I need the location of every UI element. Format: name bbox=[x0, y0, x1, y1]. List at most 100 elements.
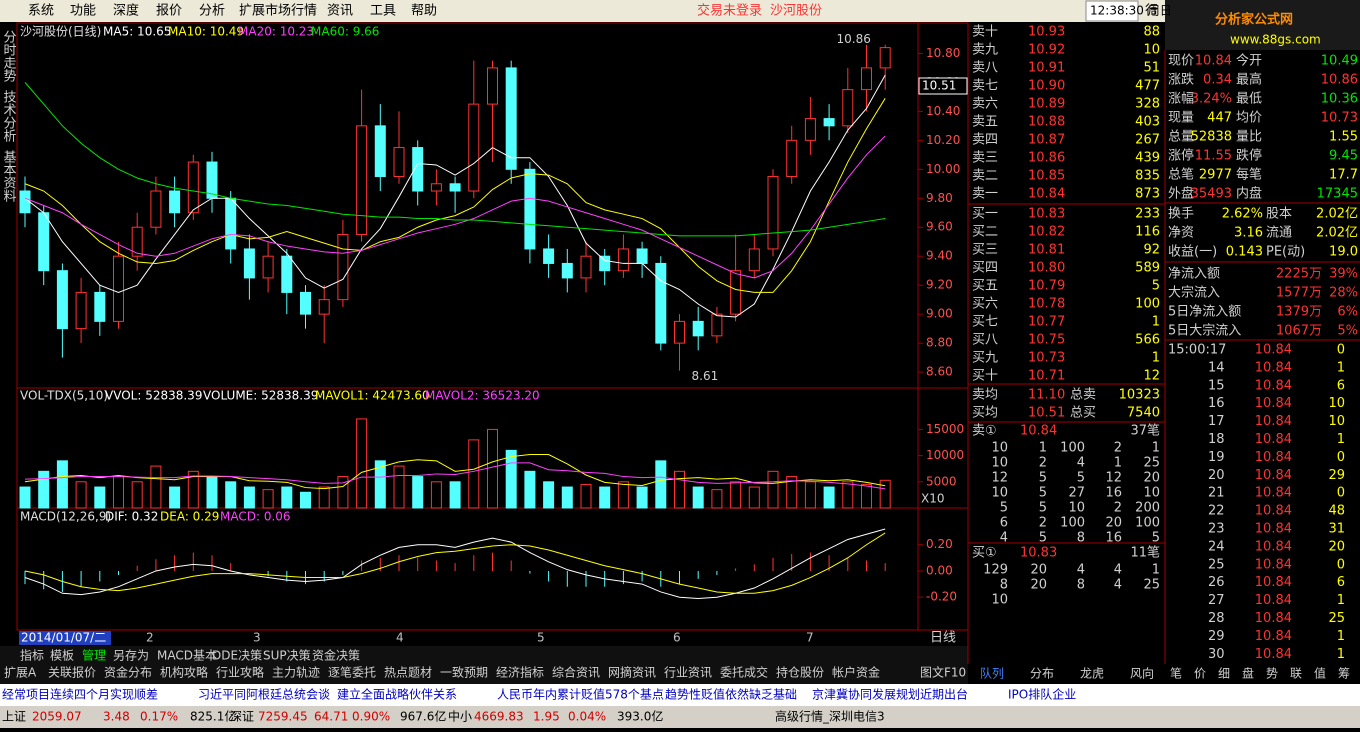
tool-tab[interactable]: DDE决策 bbox=[212, 649, 262, 663]
book-tab[interactable]: 风向 bbox=[1130, 666, 1154, 681]
stat-label: 每笔 bbox=[1236, 167, 1262, 183]
detail-tab[interactable]: 势 bbox=[1266, 667, 1278, 681]
clock-box bbox=[1085, 0, 1139, 22]
side-tab[interactable]: 技术分析 bbox=[1, 90, 17, 142]
tick-price: 10.84 bbox=[1255, 575, 1292, 590]
quote-button[interactable]: 行 bbox=[1145, 4, 1158, 19]
bid-price: 10.75 bbox=[1028, 333, 1065, 348]
news-bar bbox=[0, 684, 1360, 706]
detail-tab[interactable]: 笔 bbox=[1170, 666, 1182, 681]
bottom-tab[interactable]: 行业资讯 bbox=[664, 666, 712, 680]
news-item[interactable]: 经常项目连续四个月实现顺差 bbox=[2, 687, 158, 702]
tick-volume: 48 bbox=[1328, 504, 1345, 519]
menu-item[interactable]: 资讯 bbox=[327, 4, 353, 19]
tool-tab[interactable]: SUP决策 bbox=[263, 649, 311, 663]
volume-multiplier: X10 bbox=[921, 492, 945, 506]
trade-status[interactable]: 交易未登录 bbox=[697, 3, 762, 19]
tick-time: 23 bbox=[1208, 522, 1225, 537]
candle-body bbox=[561, 262, 573, 279]
bottom-tab[interactable]: 综合资讯 bbox=[552, 665, 600, 680]
menu-item[interactable]: 深度 bbox=[113, 3, 139, 19]
menu-item[interactable]: 功能 bbox=[70, 4, 96, 19]
y-tick-label: 9.00 bbox=[926, 307, 953, 321]
index-field: 0.04% bbox=[568, 710, 606, 724]
news-item[interactable]: 建立全面战略伙伴关系 bbox=[337, 687, 457, 702]
stat-label: 换手 bbox=[1168, 207, 1194, 222]
ask-label: 卖一 bbox=[972, 187, 998, 202]
menu-item[interactable]: 扩展市场行情 bbox=[239, 3, 317, 19]
bottom-tab[interactable]: 一致预期 bbox=[440, 666, 488, 680]
news-item[interactable]: 人民币年内累计贬值578个基点 bbox=[497, 687, 664, 702]
stat-label: 涨幅 bbox=[1168, 92, 1194, 107]
tick-price: 10.84 bbox=[1255, 486, 1292, 501]
queue-order: 100 bbox=[1060, 516, 1085, 531]
menu-item[interactable]: 分析 bbox=[199, 4, 225, 19]
bottom-tab[interactable]: 行业攻略 bbox=[216, 665, 264, 680]
queue-order: 5 bbox=[1039, 531, 1047, 546]
bottom-tab[interactable]: 委托成交 bbox=[720, 665, 768, 680]
book-tab[interactable]: 分布 bbox=[1030, 667, 1054, 681]
volume-bar bbox=[524, 470, 536, 509]
tool-tab[interactable]: 模板 bbox=[50, 649, 74, 663]
bottom-tab[interactable]: 关联报价 bbox=[48, 665, 96, 680]
bottom-tab[interactable]: 帐户资金 bbox=[832, 665, 880, 680]
period[interactable]: 日线 bbox=[930, 631, 956, 646]
book-tab[interactable]: 龙虎 bbox=[1080, 667, 1104, 681]
volume-bar bbox=[730, 481, 742, 509]
book-tab[interactable]: 队列 bbox=[980, 666, 1004, 681]
bid-price: 10.77 bbox=[1028, 315, 1065, 330]
bid-label: 买一 bbox=[972, 207, 998, 222]
panel-header: DIF: 0.32 bbox=[105, 510, 158, 524]
tick-time: 16 bbox=[1208, 396, 1225, 411]
bid-price: 10.81 bbox=[1028, 243, 1065, 258]
flow-percent: 39% bbox=[1329, 267, 1358, 282]
tool-tab[interactable]: 管理 bbox=[82, 648, 106, 663]
bottom-tab[interactable]: 资金分布 bbox=[104, 665, 152, 680]
menu-item[interactable]: 工具 bbox=[370, 4, 396, 19]
detail-tab[interactable]: 盘 bbox=[1242, 666, 1254, 681]
logo-title: 分析家公式网 bbox=[1215, 12, 1293, 28]
bottom-tab[interactable]: 热点题材 bbox=[384, 666, 432, 680]
menu-item[interactable]: 报价 bbox=[156, 4, 182, 19]
volume-bar bbox=[412, 476, 424, 509]
summary-volume: 7540 bbox=[1127, 406, 1160, 421]
detail-tab[interactable]: 值 bbox=[1314, 666, 1326, 681]
index-bar bbox=[0, 706, 1360, 728]
ask-label: 卖三 bbox=[972, 151, 998, 166]
side-tab[interactable]: 基本资料 bbox=[1, 150, 17, 202]
bid-volume: 589 bbox=[1135, 261, 1160, 276]
bottom-tab[interactable]: 经济指标 bbox=[496, 665, 544, 680]
detail-tab[interactable]: 细 bbox=[1218, 667, 1230, 681]
detail-tab[interactable]: 联 bbox=[1290, 667, 1302, 681]
bottom-tab[interactable]: 持仓股份 bbox=[776, 665, 824, 680]
ask-label: 卖六 bbox=[972, 97, 998, 112]
volume-bar bbox=[318, 486, 330, 509]
menu-item[interactable]: 系统 bbox=[28, 4, 54, 19]
menu-item[interactable]: 帮助 bbox=[411, 4, 437, 19]
bid-volume: 1 bbox=[1152, 315, 1160, 330]
tool-tab[interactable]: MACD基本 bbox=[157, 649, 217, 663]
bottom-tab[interactable]: 网摘资讯 bbox=[608, 665, 656, 680]
detail-tab[interactable]: 价 bbox=[1194, 667, 1206, 681]
bottom-tab[interactable]: 机构攻略 bbox=[160, 665, 208, 680]
bid-volume: 116 bbox=[1135, 225, 1160, 240]
index-field: 中小 bbox=[448, 709, 472, 724]
side-tab[interactable]: 分时走势 bbox=[1, 30, 17, 83]
index-field: 64.71 bbox=[314, 710, 348, 724]
panel-header: DEA: 0.29 bbox=[160, 510, 219, 524]
tick-time: 15:00:17 bbox=[1168, 343, 1226, 358]
news-item[interactable]: 习近平同阿根廷总统会谈 bbox=[198, 688, 330, 702]
tool-tab[interactable]: 另存为 bbox=[113, 649, 149, 663]
index-field: 3.48 bbox=[103, 710, 130, 724]
bottom-tab[interactable]: 主力轨迹 bbox=[272, 666, 320, 680]
tool-tab[interactable]: 资金决策 bbox=[312, 648, 360, 663]
tick-volume: 31 bbox=[1328, 522, 1345, 537]
f10-tab[interactable]: 图文F10 bbox=[920, 665, 966, 680]
news-item[interactable]: 趋势性贬值依然缺乏基础 bbox=[665, 687, 797, 702]
tool-tab[interactable]: 指标 bbox=[20, 648, 44, 663]
bottom-tab[interactable]: 扩展A bbox=[4, 666, 37, 680]
detail-tab[interactable]: 筹 bbox=[1338, 667, 1350, 681]
bottom-tab[interactable]: 逐笔委托 bbox=[328, 665, 376, 680]
news-item[interactable]: IPO排队企业 bbox=[1008, 687, 1076, 702]
news-item[interactable]: 京津冀协同发展规划近期出台 bbox=[812, 687, 968, 702]
